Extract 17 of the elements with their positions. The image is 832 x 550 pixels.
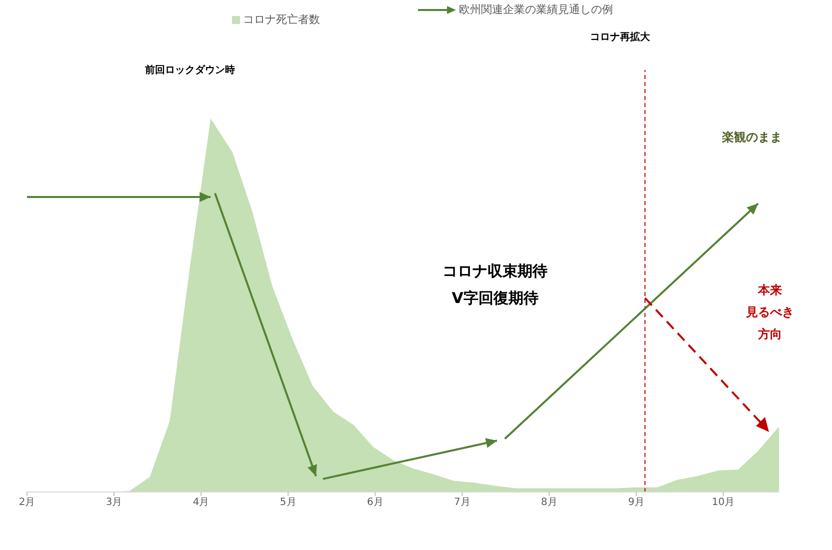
- text: 前回ロックダウン時: [144, 64, 235, 76]
- ref-line-label: コロナ再拡大: [590, 31, 651, 43]
- annotation: 本来見るべき方向: [745, 283, 794, 341]
- x-tick-label: 5月: [280, 497, 296, 508]
- x-tick-label: 10月: [712, 497, 735, 508]
- legend-label: 欧州関連企業の業績見通しの例: [459, 2, 613, 17]
- x-tick-label: 9月: [628, 497, 644, 508]
- x-tick-label: 6月: [366, 497, 384, 508]
- annotation: 楽観のまま: [721, 130, 782, 144]
- x-tick-label: 2月: [18, 497, 36, 508]
- legend-label: コロナ死亡者数: [243, 12, 320, 27]
- x-tick-label: 4月: [192, 497, 210, 508]
- x-tick-label: 8月: [541, 497, 558, 508]
- x-tick-label: 7月: [454, 497, 470, 508]
- x-tick-label: 3月: [106, 497, 122, 508]
- annotation: V字回復期待: [452, 289, 538, 307]
- annotation: コロナ収束期待: [442, 262, 548, 280]
